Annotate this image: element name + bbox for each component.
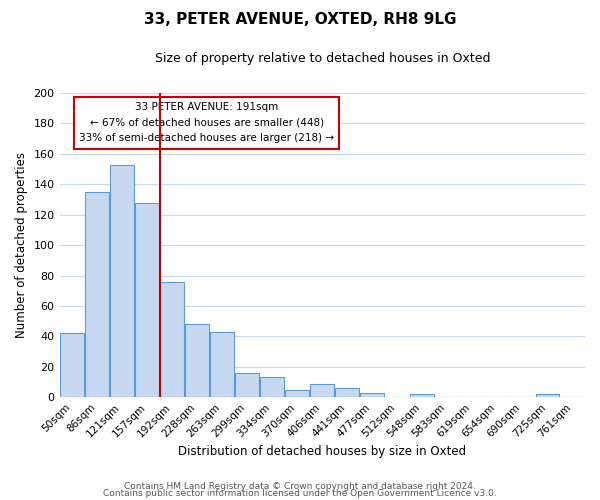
Text: Contains public sector information licensed under the Open Government Licence v3: Contains public sector information licen…: [103, 490, 497, 498]
Bar: [185, 324, 209, 397]
Bar: [160, 282, 184, 397]
Text: 33, PETER AVENUE, OXTED, RH8 9LG: 33, PETER AVENUE, OXTED, RH8 9LG: [144, 12, 456, 28]
Bar: [410, 394, 434, 397]
Text: Contains HM Land Registry data © Crown copyright and database right 2024.: Contains HM Land Registry data © Crown c…: [124, 482, 476, 491]
Text: 33 PETER AVENUE: 191sqm
← 67% of detached houses are smaller (448)
33% of semi-d: 33 PETER AVENUE: 191sqm ← 67% of detache…: [79, 102, 334, 144]
Title: Size of property relative to detached houses in Oxted: Size of property relative to detached ho…: [155, 52, 490, 66]
Y-axis label: Number of detached properties: Number of detached properties: [15, 152, 28, 338]
Bar: [361, 392, 384, 397]
Bar: [536, 394, 559, 397]
Bar: [110, 164, 134, 397]
Bar: [310, 384, 334, 397]
Bar: [260, 378, 284, 397]
Bar: [210, 332, 234, 397]
Bar: [335, 388, 359, 397]
Bar: [135, 202, 159, 397]
Bar: [85, 192, 109, 397]
Bar: [286, 390, 309, 397]
Bar: [60, 334, 84, 397]
Bar: [235, 373, 259, 397]
X-axis label: Distribution of detached houses by size in Oxted: Distribution of detached houses by size …: [178, 444, 466, 458]
